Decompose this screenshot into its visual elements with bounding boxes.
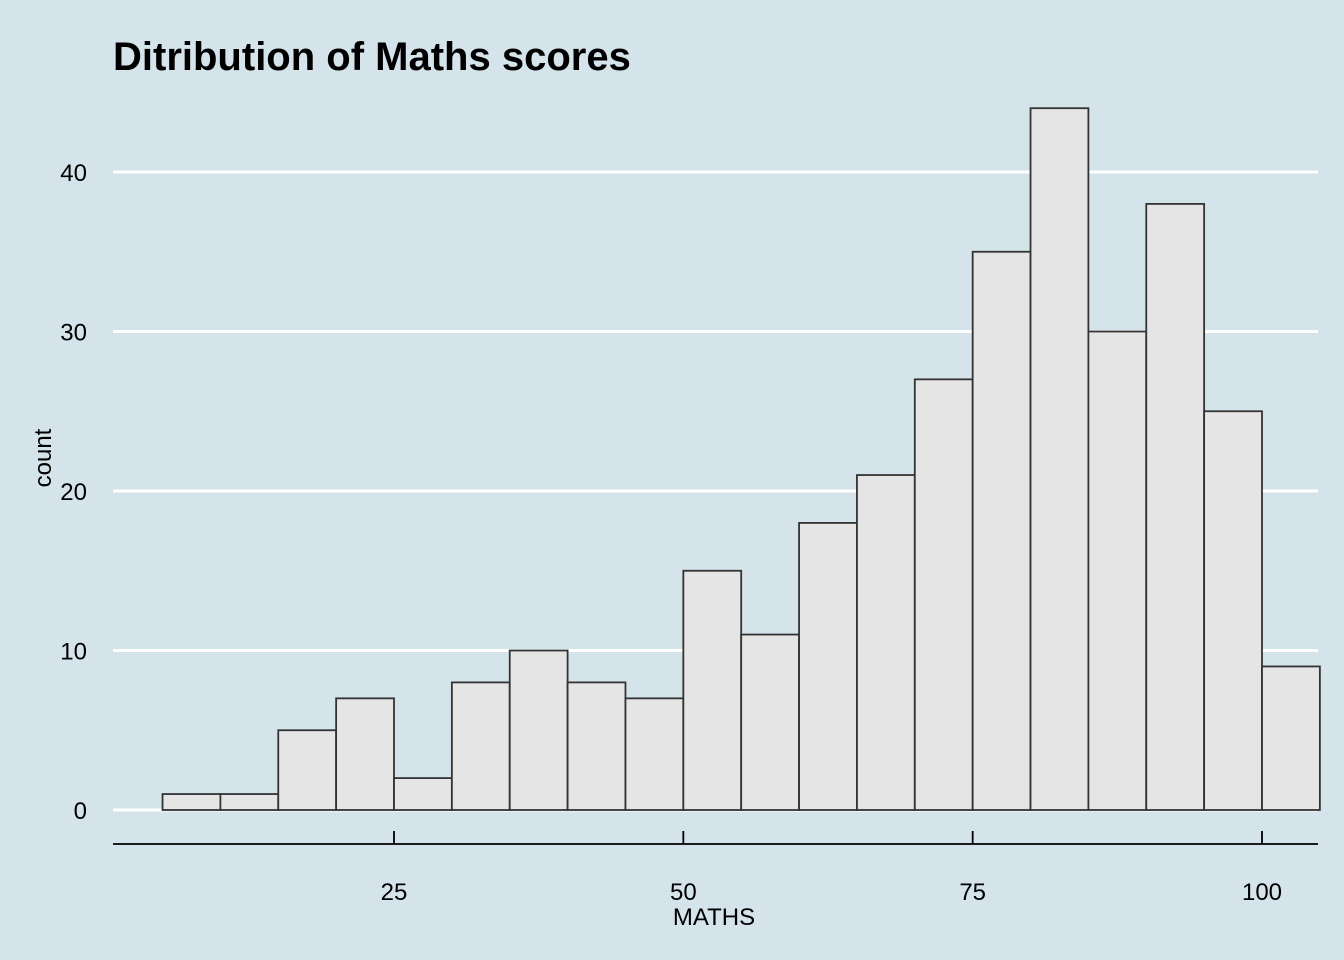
histogram-bar (450, 681, 511, 811)
y-tick-label: 40 (60, 160, 87, 187)
y-tick-labels: 0 10 20 30 40 (60, 160, 87, 825)
x-axis-title: MATHS (673, 904, 755, 931)
histogram-bar (913, 378, 974, 811)
histogram-bar (277, 729, 338, 811)
histogram-bar (335, 697, 395, 811)
histogram-bar (161, 793, 222, 811)
x-tick-label: 25 (381, 879, 408, 906)
x-tick-label: 100 (1242, 879, 1282, 906)
histogram-bar (566, 681, 627, 811)
histogram-bar (1087, 330, 1148, 811)
y-axis-title: count (30, 428, 57, 487)
y-tick-label: 30 (60, 320, 87, 347)
histogram-bar (1145, 202, 1206, 811)
x-tick-label: 50 (670, 879, 697, 906)
histogram-bar (508, 649, 569, 811)
x-ticks: 25 50 75 100 (381, 831, 1282, 906)
histogram-bar (219, 793, 280, 811)
y-tick-label: 10 (60, 639, 87, 666)
histogram-bar (1029, 107, 1090, 811)
histogram-bar (856, 474, 916, 811)
histogram-bar (971, 250, 1032, 811)
histogram-bar (1261, 665, 1321, 811)
histogram-bar (740, 633, 800, 811)
chart-title: Ditribution of Maths scores (113, 35, 631, 79)
histogram-bar (393, 777, 453, 811)
y-tick-label: 0 (74, 798, 87, 825)
histogram-bar (624, 697, 685, 811)
histogram-bar (682, 569, 743, 811)
bars (161, 107, 1321, 811)
histogram-bar (1203, 410, 1263, 811)
histogram-bar (798, 522, 858, 811)
y-tick-label: 20 (60, 479, 87, 506)
x-tick-label: 75 (959, 879, 986, 906)
